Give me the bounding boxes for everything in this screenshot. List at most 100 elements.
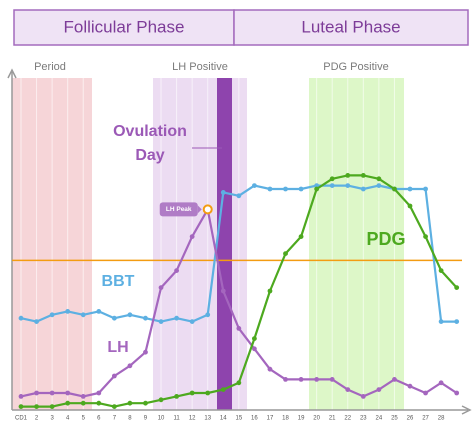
region-label: Period [34, 61, 66, 73]
phase-title: Luteal Phase [301, 17, 400, 36]
peak-tag-pointer [197, 205, 202, 214]
data-point [376, 387, 382, 392]
data-point [34, 319, 39, 324]
data-point [236, 326, 242, 331]
x-tick-label: 21 [329, 416, 336, 422]
data-point [345, 183, 351, 189]
region [309, 78, 404, 410]
x-tick-label: 13 [204, 416, 211, 422]
data-point [127, 363, 133, 369]
data-point [376, 176, 382, 182]
data-point [454, 285, 460, 290]
data-point [392, 186, 397, 192]
x-tick-label: 23 [360, 416, 367, 422]
data-point [80, 400, 86, 406]
data-point [96, 390, 102, 396]
x-tick-label: 6 [97, 416, 101, 422]
x-tick-label: 28 [438, 416, 445, 422]
x-tick-label: 26 [407, 416, 414, 422]
data-point [220, 190, 226, 195]
data-point [158, 319, 164, 324]
data-point [18, 404, 24, 409]
data-point [111, 373, 117, 379]
data-point [205, 390, 211, 396]
data-point [407, 383, 413, 389]
data-point [80, 312, 86, 318]
data-point [298, 377, 304, 382]
data-point [80, 394, 86, 399]
x-tick-label: 20 [313, 416, 320, 422]
x-tick-label: 4 [66, 416, 70, 422]
series-label: BBT [102, 273, 135, 290]
data-point [392, 377, 397, 382]
x-tick-label: 10 [158, 416, 165, 422]
data-point [65, 309, 71, 314]
data-point [314, 377, 320, 382]
data-point [438, 380, 444, 386]
data-point [376, 183, 382, 189]
x-tick-label: 2 [35, 416, 39, 422]
data-point [267, 366, 273, 372]
data-point [345, 173, 351, 178]
x-tick-label: 15 [235, 416, 242, 422]
phase-box [13, 9, 235, 46]
data-point [143, 349, 148, 355]
data-point [65, 390, 71, 396]
data-point [34, 404, 39, 409]
data-point [283, 186, 288, 192]
data-point [127, 400, 133, 406]
data-point [314, 183, 320, 189]
data-point [205, 312, 211, 318]
x-tick-label: 17 [267, 416, 274, 422]
x-tick-label: 19 [298, 416, 305, 422]
data-point [423, 390, 428, 396]
data-point [345, 387, 351, 392]
data-point [49, 312, 55, 318]
x-tick-label: 16 [251, 416, 258, 422]
data-point [407, 203, 413, 209]
data-point [252, 183, 257, 189]
plot-area: Period LH Positive PDG Positive Ovulation Da… [7, 61, 472, 422]
data-point [298, 186, 304, 192]
data-point [438, 268, 444, 273]
phase-title: Follicular Phase [64, 17, 185, 36]
data-point [438, 319, 444, 324]
data-point [65, 400, 71, 406]
data-point [174, 268, 180, 273]
x-tick-label: CD1 [15, 416, 28, 422]
data-point [267, 288, 273, 294]
x-tick-label: 27 [422, 416, 429, 422]
data-point [454, 390, 460, 396]
data-point [127, 312, 133, 318]
data-point [220, 387, 226, 392]
data-point [220, 288, 226, 294]
data-point [174, 394, 180, 399]
ovulation-bar [217, 78, 232, 410]
data-point [189, 390, 195, 396]
x-tick-label: 24 [376, 416, 383, 422]
data-point [454, 319, 460, 324]
header: Follicular Phase Luteal Phase [13, 9, 469, 46]
data-point [298, 234, 304, 240]
data-point [407, 186, 413, 192]
x-tick-label: 5 [82, 416, 86, 422]
data-point [236, 193, 242, 199]
x-tick-label: 12 [189, 416, 196, 422]
peak-marker [202, 204, 213, 215]
x-tick-label: 9 [144, 416, 148, 422]
x-tick-label: 7 [113, 416, 117, 422]
data-point [360, 186, 366, 192]
data-point [283, 251, 288, 256]
x-tick-label: 18 [282, 416, 289, 422]
data-point [329, 377, 335, 382]
x-tick-label: 3 [50, 416, 54, 422]
region-label: LH Positive [172, 61, 228, 73]
data-point [18, 394, 24, 399]
x-tick-label: 14 [220, 416, 227, 422]
data-point [158, 285, 164, 290]
data-point [423, 234, 428, 240]
data-point [360, 394, 366, 399]
x-axis-arrow [461, 405, 472, 415]
